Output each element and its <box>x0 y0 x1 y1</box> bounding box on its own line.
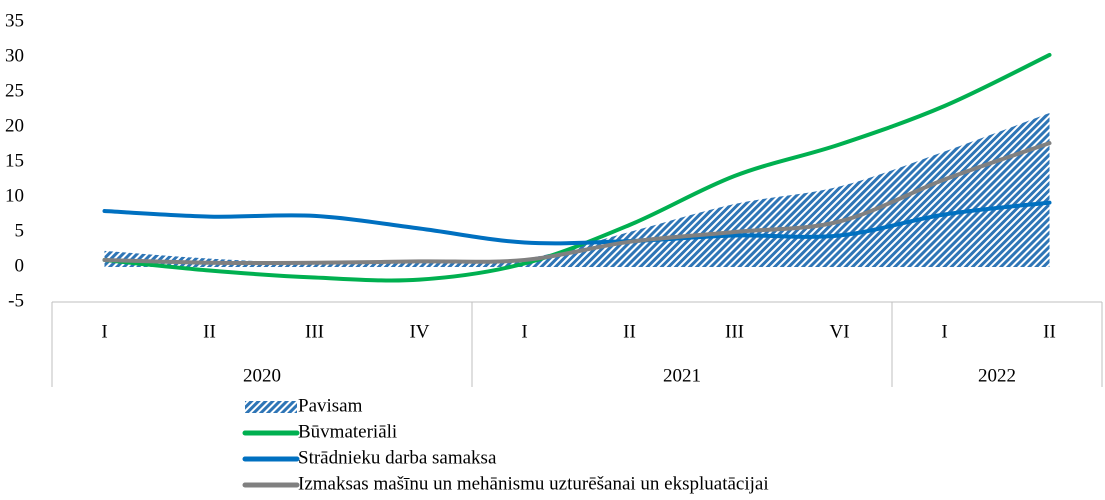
x-tick-label: II <box>1043 321 1056 342</box>
legend-label: Būvmateriāli <box>298 421 397 442</box>
x-tick-label: I <box>941 321 947 342</box>
y-tick-label: 35 <box>5 10 24 31</box>
x-tick-label: II <box>623 321 636 342</box>
x-tick-label: VI <box>829 321 849 342</box>
group-label: 2022 <box>978 365 1016 386</box>
x-tick-label: II <box>203 321 216 342</box>
line <box>102 200 1052 246</box>
area <box>104 113 1050 267</box>
y-tick-label: 10 <box>5 185 24 206</box>
line <box>102 141 1052 266</box>
y-tick-label: 15 <box>5 150 24 171</box>
y-tick-label: 30 <box>5 45 24 66</box>
y-tick-label: 5 <box>15 220 25 241</box>
line <box>102 52 1052 283</box>
legend-label: Pavisam <box>298 395 363 416</box>
x-tick-label: I <box>521 321 527 342</box>
group-label: 2021 <box>663 365 701 386</box>
y-tick-label: 25 <box>5 80 24 101</box>
group-label: 2020 <box>243 365 281 386</box>
x-tick-label: IV <box>409 321 429 342</box>
y-tick-label: 0 <box>15 255 25 276</box>
y-tick-label: 20 <box>5 115 24 136</box>
x-tick-label: I <box>101 321 107 342</box>
x-tick-label: III <box>305 321 324 342</box>
legend-swatch <box>245 401 297 413</box>
legend-label: Izmaksas mašīnu un mehānismu uzturēšanai… <box>298 473 769 494</box>
x-tick-label: III <box>725 321 744 342</box>
legend-label: Strādnieku darba samaksa <box>298 447 497 468</box>
y-tick-label: -5 <box>8 290 24 311</box>
